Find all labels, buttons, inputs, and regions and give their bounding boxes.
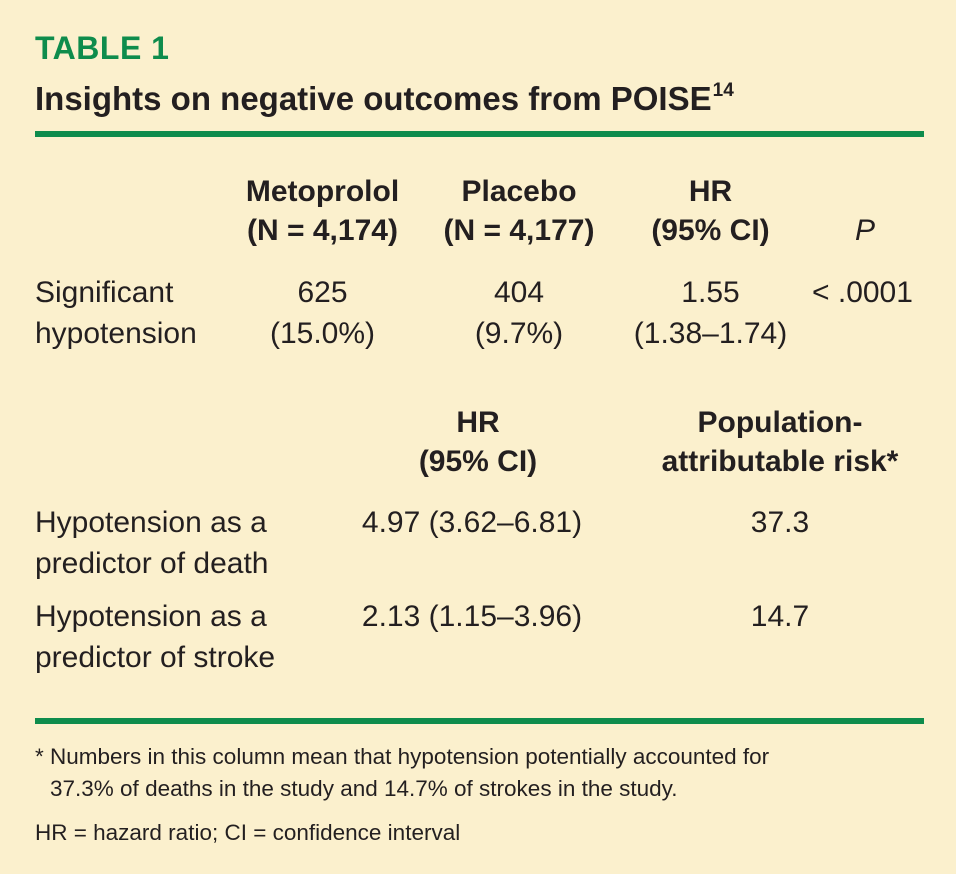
cell-hr-value: 1.55 [681,276,740,309]
header-placebo: Placebo (N = 4,177) [433,172,605,250]
cell-placebo-pct: (9.7%) [474,317,564,350]
row2-label-death: Hypotension as a predictor of death [35,502,268,584]
footnote-asterisk-line2: 37.3% of deaths in the study and 14.7% o… [50,776,678,801]
cell-p: < .0001 [812,276,913,309]
row2-label-death-line1: Hypotension as a [35,506,267,539]
footnote-abbreviations: HR = hazard ratio; CI = confidence inter… [35,820,461,845]
row-label-hypotension: Significant hypotension [35,272,197,354]
table-title: Insights on negative outcomes from POISE… [35,80,734,118]
header2-hr-name: HR [456,406,500,439]
row2-par-stroke: 14.7 [750,600,810,633]
header-p: P [854,214,875,247]
row2-label-stroke: Hypotension as a predictor of stroke [35,596,275,678]
header-metoprolol-name: Metoprolol [245,175,400,208]
footnote-asterisk: * Numbers in this column mean that hypot… [35,741,769,805]
header2-par: Population- attributable risk* [630,403,930,481]
title-reference: 14 [712,80,734,101]
bottom-rule [35,718,924,724]
header2-hr: HR (95% CI) [378,403,578,481]
header-metoprolol: Metoprolol (N = 4,174) [235,172,410,250]
table-label: TABLE 1 [35,30,170,66]
header-metoprolol-n: (N = 4,174) [247,214,398,247]
top-rule [35,131,924,137]
row2-hr-stroke: 2.13 (1.15–3.96) [361,600,583,633]
header-hr-name: HR [688,175,733,208]
row-label-line1: Significant [35,276,174,309]
header-placebo-n: (N = 4,177) [443,214,595,247]
cell-placebo: 404 (9.7%) [433,272,605,354]
header2-par-line2: attributable risk* [661,445,899,478]
cell-hr-ci: (1.38–1.74) [633,317,788,350]
cell-hr: 1.55 (1.38–1.74) [618,272,803,354]
row-label-line2: hypotension [35,317,197,350]
cell-metoprolol: 625 (15.0%) [235,272,410,354]
row2-hr-death: 4.97 (3.62–6.81) [361,506,583,539]
table-title-text: Insights on negative outcomes from POISE [35,80,712,117]
row2-label-death-line2: predictor of death [35,547,269,580]
header2-hr-ci: (95% CI) [418,445,538,478]
footnote-asterisk-line1: * Numbers in this column mean that hypot… [35,744,770,769]
cell-metoprolol-pct: (15.0%) [269,317,376,350]
header-placebo-name: Placebo [461,175,577,208]
header-hr: HR (95% CI) [628,172,793,250]
cell-metoprolol-count: 625 [297,276,348,309]
row2-label-stroke-line1: Hypotension as a [35,600,267,633]
header2-par-line1: Population- [697,406,863,439]
cell-placebo-count: 404 [493,276,545,309]
header-hr-ci: (95% CI) [651,214,770,247]
row2-par-death: 37.3 [750,506,810,539]
row2-label-stroke-line2: predictor of stroke [35,641,276,674]
